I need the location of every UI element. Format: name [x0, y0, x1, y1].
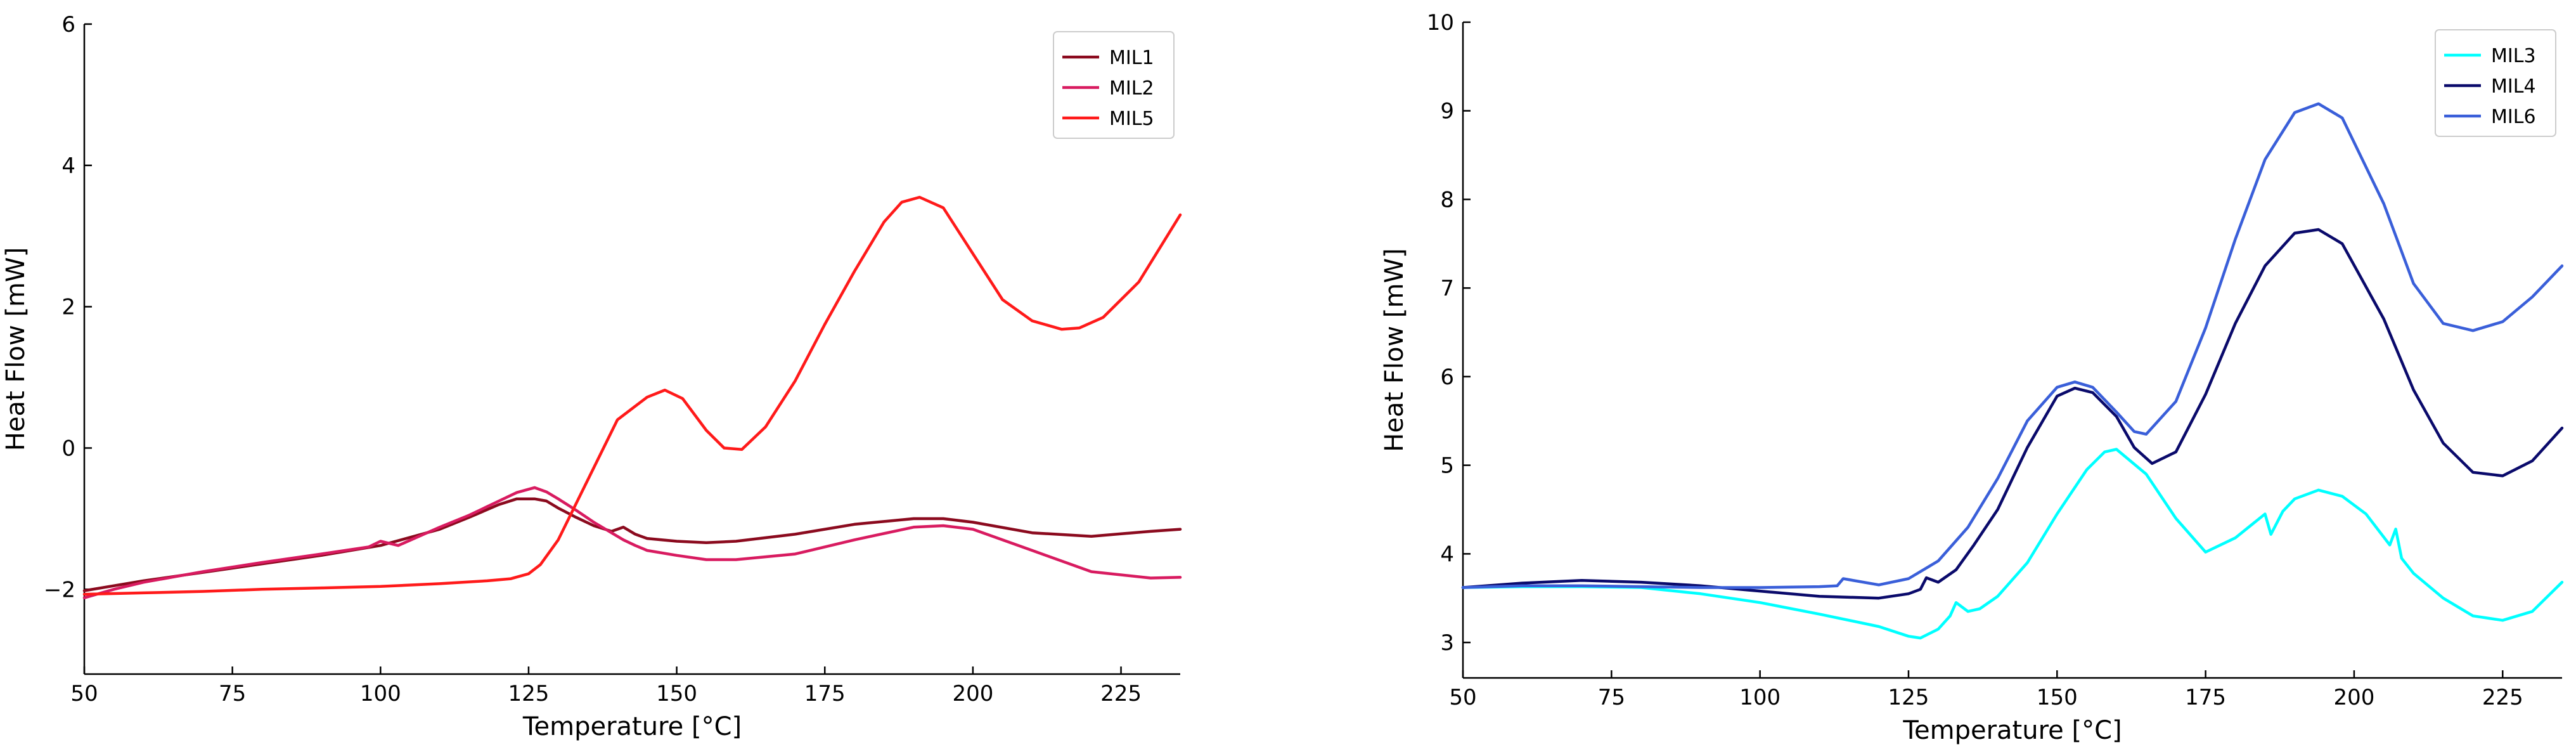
- y-axis-label: Heat Flow [mW]: [1, 247, 30, 451]
- legend: MIL1 MIL2 MIL5: [1053, 31, 1175, 139]
- y-tick-label: 6: [1440, 365, 1454, 390]
- y-tick-label: 7: [1440, 276, 1454, 301]
- x-tick-label: 125: [508, 681, 549, 706]
- series-line-mil3: [1461, 448, 2564, 640]
- x-tick-label: 150: [656, 681, 697, 706]
- y-tick-label: 4: [61, 153, 75, 179]
- x-axis-label: Temperature [°C]: [1902, 716, 2122, 745]
- legend-label: MIL6: [2491, 106, 2536, 128]
- x-tick-label: 100: [360, 681, 401, 706]
- series-line-mil4: [1461, 228, 2564, 600]
- right-chart: 50 75 100 125 150 175 200 225 3 4 5 6 7 8 9 10 Temperatu…: [1380, 10, 2564, 745]
- legend-label: MIL2: [1109, 77, 1154, 100]
- y-axis-label: Heat Flow [mW]: [1380, 248, 1409, 452]
- y-tick-label: 9: [1440, 99, 1454, 124]
- y-tick-label: 4: [1440, 542, 1454, 567]
- x-tick-label: 125: [1888, 685, 1929, 710]
- left-chart: 50 75 100 125 150 175 200 225 −2 0 2 4 6 Temperature …: [1, 12, 1182, 741]
- x-tick-label: 50: [1449, 685, 1476, 710]
- y-tick-label: 10: [1427, 10, 1454, 36]
- y-tick-label: −2: [44, 577, 75, 602]
- series-line-mil6: [1461, 102, 2564, 589]
- x-axis-label: Temperature [°C]: [522, 712, 742, 741]
- y-tick-label: 5: [1440, 453, 1454, 479]
- x-tick-label: 75: [1598, 685, 1625, 710]
- x-tick-label: 200: [952, 681, 993, 706]
- y-tick-label: 3: [1440, 630, 1454, 656]
- x-tick-label: 225: [2482, 685, 2523, 710]
- x-tick-label: 200: [2333, 685, 2374, 710]
- x-tick-label: 175: [804, 681, 846, 706]
- x-tick-label: 100: [1739, 685, 1781, 710]
- x-tick-label: 150: [2037, 685, 2078, 710]
- y-tick-label: 0: [61, 436, 75, 461]
- y-tick-label: 6: [61, 12, 75, 37]
- y-tick-label: 8: [1440, 187, 1454, 212]
- x-tick-label: 175: [2185, 685, 2226, 710]
- legend-label: MIL4: [2491, 75, 2536, 98]
- legend-label: MIL5: [1109, 108, 1154, 130]
- legend-label: MIL1: [1109, 47, 1154, 69]
- legend-label: MIL3: [2491, 45, 2536, 67]
- x-tick-label: 75: [219, 681, 246, 706]
- series-line-mil5: [82, 195, 1182, 596]
- series-line-mil2: [82, 486, 1182, 599]
- legend: MIL3 MIL4 MIL6: [2435, 29, 2556, 137]
- x-tick-label: 225: [1100, 681, 1142, 706]
- x-tick-label: 50: [70, 681, 98, 706]
- y-tick-label: 2: [61, 295, 75, 320]
